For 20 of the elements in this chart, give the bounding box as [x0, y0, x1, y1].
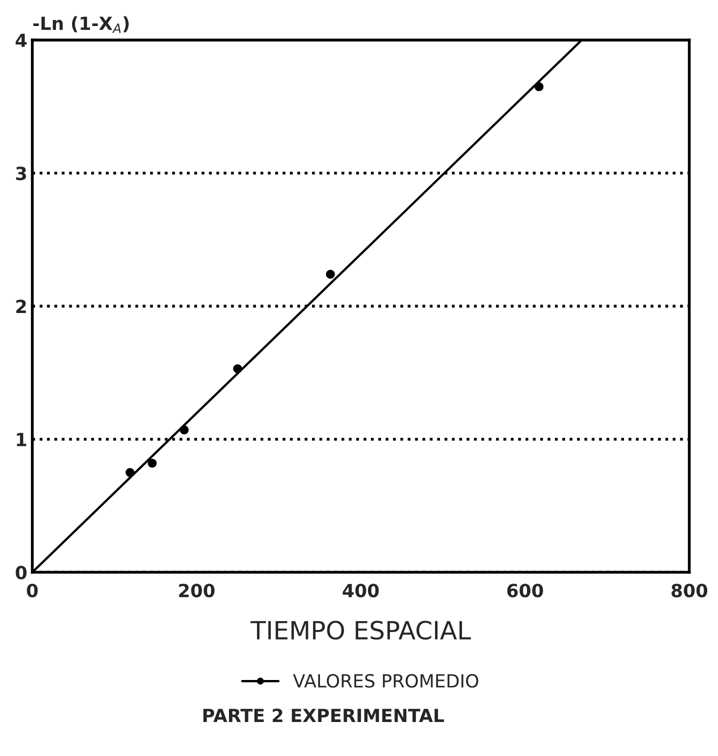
point	[126, 468, 135, 477]
x-tick-label: 200	[179, 584, 215, 598]
point	[326, 270, 335, 279]
y-tick-label: 4	[16, 34, 27, 47]
point	[180, 425, 189, 434]
x-tick-label: 400	[342, 584, 379, 598]
text: PARTE 2 EXPERIMENTAL	[203, 708, 444, 722]
legend-label: VALORES PROMEDIO	[293, 674, 478, 688]
x-tick-label: 800	[672, 584, 708, 598]
y-tick-label: 0	[16, 566, 27, 580]
y-tick-label: 1	[16, 432, 26, 446]
x-tick-label: 0	[26, 584, 38, 598]
y-tick-label: 3	[16, 166, 26, 180]
y-axis-title: -Ln (1-X$_{A}$)	[33, 16, 129, 33]
y-tick-label: 2	[16, 300, 26, 314]
point	[148, 458, 157, 468]
point	[233, 364, 242, 374]
x-tick-label: 600	[507, 584, 544, 598]
x-axis-title: TIEMPO ESPACIAL	[250, 620, 471, 640]
point	[534, 82, 544, 92]
